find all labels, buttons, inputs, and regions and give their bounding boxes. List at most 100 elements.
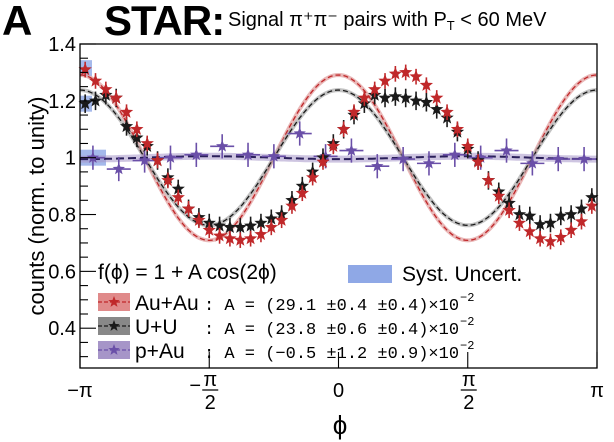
data-point xyxy=(150,152,165,169)
title-colon: : xyxy=(211,0,225,44)
data-point xyxy=(264,219,278,236)
data-point xyxy=(99,81,113,98)
point-marker xyxy=(216,139,229,152)
point-marker xyxy=(564,207,578,221)
data-point xyxy=(543,213,558,233)
point-marker xyxy=(212,218,227,232)
y-tick-label: 0.6 xyxy=(48,261,76,283)
fit-function-label: f(ϕ) = 1 + A cos(2ϕ) xyxy=(98,261,277,284)
data-point xyxy=(378,73,392,89)
point-marker xyxy=(585,190,599,204)
point-marker xyxy=(500,144,513,156)
data-point xyxy=(502,202,516,219)
data-point xyxy=(416,151,441,176)
y-tick-label: 1.4 xyxy=(48,34,76,56)
syst-uncert-label: Syst. Uncert. xyxy=(402,263,522,286)
legend: f(ϕ) = 1 + A cos(2ϕ) Syst. Uncert. Au+Au… xyxy=(98,261,522,364)
legend-result: : A = (−0.5 ±1.2 ±0.9)×10 xyxy=(204,345,459,364)
point-marker xyxy=(419,78,433,91)
point-marker xyxy=(481,173,496,187)
x-tick-sign: − xyxy=(189,375,201,397)
point-marker xyxy=(337,122,351,135)
legend-result: : A = (23.8 ±0.6 ±0.4)×10 xyxy=(204,321,459,340)
y-tick-label: 0.8 xyxy=(48,205,76,227)
point-marker xyxy=(422,156,436,169)
data-point xyxy=(523,206,537,226)
data-point xyxy=(119,104,134,121)
data-point xyxy=(233,232,247,248)
point-marker xyxy=(554,208,568,222)
x-axis: −π − π20 π2π xyxy=(67,352,604,414)
data-point xyxy=(236,142,261,167)
legend-label: Au+Au xyxy=(135,292,199,315)
y-tick-label: 1 xyxy=(65,148,76,170)
point-marker xyxy=(543,216,558,229)
point-marker xyxy=(233,220,247,233)
point-marker xyxy=(388,66,402,80)
data-point xyxy=(285,198,299,214)
data-point xyxy=(481,172,496,189)
legend-label: U+U xyxy=(135,316,178,339)
point-marker xyxy=(526,156,539,169)
data-point xyxy=(202,222,216,238)
legend-marker-icon xyxy=(108,344,120,355)
data-point xyxy=(184,142,209,167)
point-marker xyxy=(202,223,216,236)
x-tick-label: π xyxy=(590,380,604,402)
x-tick-numerator: π xyxy=(203,369,217,391)
y-tick-label: 1.2 xyxy=(48,91,76,113)
data-point xyxy=(512,215,527,231)
subtitle-text: Signal π⁺π⁻ pairs with P xyxy=(228,9,447,31)
point-marker xyxy=(533,217,547,231)
data-point xyxy=(388,66,402,82)
point-marker xyxy=(293,127,306,139)
point-marker xyxy=(388,89,402,103)
point-marker xyxy=(164,151,177,163)
point-marker xyxy=(109,91,123,104)
point-marker xyxy=(264,211,278,225)
syst-uncert-swatch xyxy=(348,265,392,283)
point-marker xyxy=(448,148,461,161)
point-marker xyxy=(574,201,589,215)
data-point xyxy=(450,121,465,138)
x-tick-denominator: 2 xyxy=(463,392,474,414)
data-point xyxy=(210,134,235,159)
data-point xyxy=(158,145,183,170)
legend-item-auau: Au+Au: A = (29.1 ±0.4 ±0.4)×10 −2 xyxy=(98,291,474,316)
point-marker xyxy=(409,93,423,107)
data-point xyxy=(261,144,286,169)
point-marker xyxy=(378,73,392,87)
subtitle-tail: < 60 MeV xyxy=(454,9,547,31)
data-point xyxy=(347,104,361,121)
data-point xyxy=(275,212,289,229)
point-marker xyxy=(316,154,330,168)
data-point xyxy=(212,228,227,244)
auau-fit-curve xyxy=(79,74,598,242)
point-marker xyxy=(512,207,527,221)
data-point xyxy=(337,121,351,138)
point-marker xyxy=(241,148,255,161)
point-marker xyxy=(347,105,361,118)
data-point xyxy=(132,148,157,173)
data-point xyxy=(161,172,175,189)
point-marker xyxy=(138,154,151,166)
data-point xyxy=(554,229,568,246)
x-tick-label: 0 xyxy=(333,380,344,402)
data-point xyxy=(181,201,196,217)
data-point xyxy=(440,104,454,121)
point-marker xyxy=(306,170,320,184)
point-marker xyxy=(212,228,227,242)
legend-exponent: −2 xyxy=(460,315,474,329)
data-point xyxy=(88,73,103,89)
data-point xyxy=(295,185,309,202)
data-point xyxy=(419,77,433,94)
point-marker xyxy=(357,91,371,104)
legend-item-pau: p+Au: A = (−0.5 ±1.2 ±0.9)×10 −2 xyxy=(98,339,474,364)
point-marker xyxy=(171,190,185,204)
data-point xyxy=(554,206,568,226)
experiment-label: STAR xyxy=(104,0,212,44)
point-marker xyxy=(523,224,537,238)
point-marker xyxy=(99,82,113,96)
point-marker xyxy=(285,199,299,212)
